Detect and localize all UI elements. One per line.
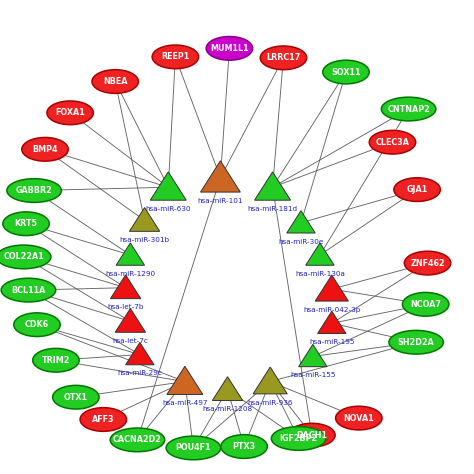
Ellipse shape (80, 408, 127, 431)
Ellipse shape (152, 45, 199, 69)
Text: hsa-let-7b: hsa-let-7b (107, 304, 144, 310)
Text: SH2D2A: SH2D2A (398, 338, 435, 346)
Ellipse shape (271, 427, 326, 450)
Ellipse shape (206, 36, 253, 60)
Polygon shape (306, 243, 334, 265)
Ellipse shape (289, 423, 335, 447)
Text: hsa-miR-195: hsa-miR-195 (309, 339, 355, 345)
Text: AFF3: AFF3 (92, 415, 115, 424)
Text: hsa-miR-301b: hsa-miR-301b (119, 237, 170, 243)
Text: hsa-let-7c: hsa-let-7c (112, 338, 148, 344)
Text: SOX11: SOX11 (331, 68, 361, 76)
Text: GJA1: GJA1 (407, 185, 428, 194)
Polygon shape (287, 210, 315, 233)
Ellipse shape (221, 435, 267, 458)
Text: CNTNAP2: CNTNAP2 (387, 105, 430, 113)
Ellipse shape (389, 330, 444, 354)
Ellipse shape (47, 101, 93, 125)
Ellipse shape (1, 278, 56, 302)
Text: COL22A1: COL22A1 (3, 253, 44, 261)
Text: DACH1: DACH1 (296, 431, 328, 439)
Polygon shape (167, 366, 203, 394)
Text: TRIM2: TRIM2 (42, 356, 70, 365)
Text: PTX3: PTX3 (233, 442, 255, 451)
Text: hsa-miR-1290: hsa-miR-1290 (105, 271, 155, 277)
Polygon shape (110, 275, 141, 299)
Text: NOVA1: NOVA1 (344, 414, 374, 422)
Ellipse shape (14, 313, 60, 337)
Ellipse shape (260, 46, 307, 70)
Text: MUM1L1: MUM1L1 (210, 44, 249, 53)
Text: FOXA1: FOXA1 (55, 109, 85, 117)
Ellipse shape (336, 406, 382, 430)
Text: REEP1: REEP1 (161, 53, 190, 61)
Polygon shape (201, 161, 240, 192)
Text: hsa-miR-630: hsa-miR-630 (146, 206, 191, 212)
Ellipse shape (7, 179, 62, 202)
Text: KRT5: KRT5 (15, 219, 37, 228)
Text: hsa-miR-101: hsa-miR-101 (198, 198, 243, 204)
Text: hsa-miR-936: hsa-miR-936 (247, 400, 293, 406)
Text: ZNF462: ZNF462 (410, 259, 445, 267)
Polygon shape (212, 377, 243, 401)
Text: POU4F1: POU4F1 (176, 444, 211, 452)
Ellipse shape (92, 70, 138, 93)
Text: hsa-miR-1208: hsa-miR-1208 (202, 406, 253, 412)
Polygon shape (115, 309, 146, 332)
Text: hsa-miR-497: hsa-miR-497 (162, 400, 208, 406)
Ellipse shape (110, 428, 164, 452)
Ellipse shape (323, 60, 369, 84)
Polygon shape (116, 243, 145, 265)
Ellipse shape (402, 292, 449, 316)
Text: CDK6: CDK6 (25, 320, 49, 329)
Text: hsa-miR-130a: hsa-miR-130a (295, 271, 345, 277)
Ellipse shape (53, 385, 99, 409)
Ellipse shape (166, 436, 220, 460)
Polygon shape (150, 172, 186, 200)
Ellipse shape (3, 212, 49, 236)
Text: NCOA7: NCOA7 (410, 300, 441, 309)
Text: LRRC17: LRRC17 (266, 54, 301, 62)
Polygon shape (318, 311, 346, 334)
Ellipse shape (22, 137, 68, 161)
Text: CACNA2D2: CACNA2D2 (113, 436, 162, 444)
Polygon shape (129, 208, 160, 231)
Polygon shape (315, 275, 348, 301)
Ellipse shape (404, 251, 451, 275)
Ellipse shape (394, 178, 440, 201)
Text: IGF2BP2: IGF2BP2 (280, 434, 318, 443)
Ellipse shape (33, 348, 79, 372)
Ellipse shape (0, 245, 51, 269)
Text: hsa-miR-155: hsa-miR-155 (290, 373, 336, 378)
Polygon shape (255, 172, 291, 200)
Text: BCL11A: BCL11A (11, 286, 46, 294)
Text: GABBR2: GABBR2 (16, 186, 53, 195)
Text: OTX1: OTX1 (64, 393, 88, 401)
Text: CLEC3A: CLEC3A (375, 138, 410, 146)
Text: hsa-miR-181d: hsa-miR-181d (247, 206, 298, 212)
Text: BMP4: BMP4 (32, 145, 58, 154)
Polygon shape (299, 344, 327, 367)
Ellipse shape (381, 97, 436, 121)
Polygon shape (126, 342, 154, 365)
Text: NBEA: NBEA (103, 77, 128, 86)
Ellipse shape (369, 130, 416, 154)
Text: hsa-miR-29c: hsa-miR-29c (118, 371, 162, 376)
Text: hsa-miR-042-3p: hsa-miR-042-3p (303, 307, 361, 313)
Text: hsa-miR-30e: hsa-miR-30e (278, 239, 324, 245)
Polygon shape (253, 367, 287, 394)
